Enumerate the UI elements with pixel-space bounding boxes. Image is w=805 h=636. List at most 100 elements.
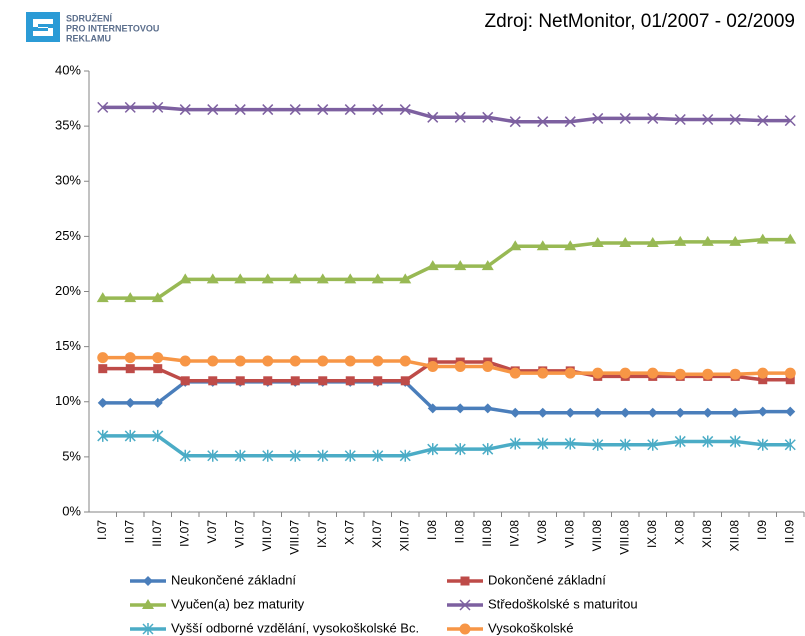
series-line (102, 105, 791, 124)
marker (372, 355, 384, 367)
marker (647, 438, 659, 451)
marker (564, 437, 576, 450)
marker (481, 260, 494, 271)
x-tick-label: I.07 (95, 520, 109, 540)
marker (399, 449, 411, 462)
marker (459, 599, 471, 611)
x-tick-label: III.07 (150, 520, 164, 547)
marker (344, 449, 356, 462)
marker (427, 111, 439, 123)
y-tick-label: 40% (55, 62, 81, 77)
marker (784, 115, 796, 127)
x-tick-label: V.08 (535, 520, 549, 544)
marker (509, 437, 521, 450)
marker (234, 449, 246, 462)
marker (262, 104, 274, 116)
marker (757, 438, 769, 451)
marker (757, 406, 768, 417)
marker (207, 355, 219, 367)
marker (674, 435, 686, 448)
marker (261, 273, 274, 284)
marker (263, 376, 273, 386)
x-tick-label: IV.08 (507, 520, 521, 547)
chart-title: Zdroj: NetMonitor, 01/2007 - 02/2009 (484, 11, 795, 32)
marker (427, 403, 438, 414)
marker (318, 376, 328, 386)
marker (97, 101, 109, 113)
x-tick-label: II.09 (782, 520, 796, 544)
x-tick-label: III.08 (480, 520, 494, 547)
x-tick-label: XI.07 (370, 520, 384, 548)
marker (207, 449, 219, 462)
series-line (102, 434, 791, 458)
marker (206, 273, 219, 284)
marker (537, 407, 548, 418)
x-tick-label: XII.07 (397, 520, 411, 552)
marker (98, 364, 108, 374)
legend-label: Vyšší odborné vzdělání, vysokoškolské Bc… (171, 620, 419, 635)
x-tick-label: VIII.07 (287, 520, 301, 555)
x-tick-label: IX.07 (315, 520, 329, 548)
marker (784, 367, 796, 379)
marker (344, 273, 357, 284)
marker (152, 101, 164, 113)
marker (235, 376, 245, 386)
x-tick-label: XII.08 (727, 520, 741, 552)
marker (646, 236, 659, 247)
x-tick-label: VII.08 (590, 520, 604, 552)
marker (262, 355, 274, 367)
marker (482, 111, 494, 123)
marker (124, 352, 136, 364)
x-tick-label: VI.08 (562, 520, 576, 548)
logo-text: SDRUŽENÍ (66, 12, 113, 23)
series-line (102, 237, 791, 300)
x-tick-label: I.08 (425, 520, 439, 540)
marker (179, 104, 191, 116)
marker (152, 429, 164, 442)
marker (289, 273, 302, 284)
marker (125, 397, 136, 408)
marker (702, 113, 714, 126)
marker (509, 240, 522, 251)
marker (482, 443, 494, 456)
series-line (102, 355, 791, 376)
marker (316, 273, 329, 284)
x-tick-label: IV.07 (177, 520, 191, 547)
marker (290, 376, 300, 386)
marker (592, 407, 603, 418)
y-tick-label: 30% (55, 173, 81, 188)
logo-text: REKLAMU (66, 33, 111, 43)
marker (400, 376, 410, 386)
x-tick-label: XI.08 (700, 520, 714, 548)
marker (460, 576, 470, 586)
marker (142, 599, 154, 609)
marker (647, 367, 659, 379)
marker (96, 292, 109, 303)
marker (454, 443, 466, 456)
marker (564, 367, 576, 379)
marker (289, 355, 301, 367)
marker (373, 376, 383, 386)
logo-text: PRO INTERNETOVOU (66, 23, 159, 33)
marker (619, 236, 632, 247)
marker (647, 407, 658, 418)
marker (674, 235, 687, 246)
marker (208, 376, 218, 386)
marker (262, 449, 274, 462)
marker (344, 355, 356, 367)
marker (674, 368, 686, 380)
marker (729, 435, 741, 448)
x-tick-label: V.07 (205, 520, 219, 544)
x-tick-label: X.08 (672, 520, 686, 545)
marker (674, 113, 686, 126)
marker (142, 623, 154, 635)
marker (152, 397, 163, 408)
x-tick-label: VII.07 (260, 520, 274, 552)
marker (537, 437, 549, 450)
marker (179, 449, 191, 462)
marker (454, 260, 467, 271)
marker (564, 240, 577, 251)
series (97, 101, 796, 128)
y-tick-label: 5% (62, 448, 81, 463)
